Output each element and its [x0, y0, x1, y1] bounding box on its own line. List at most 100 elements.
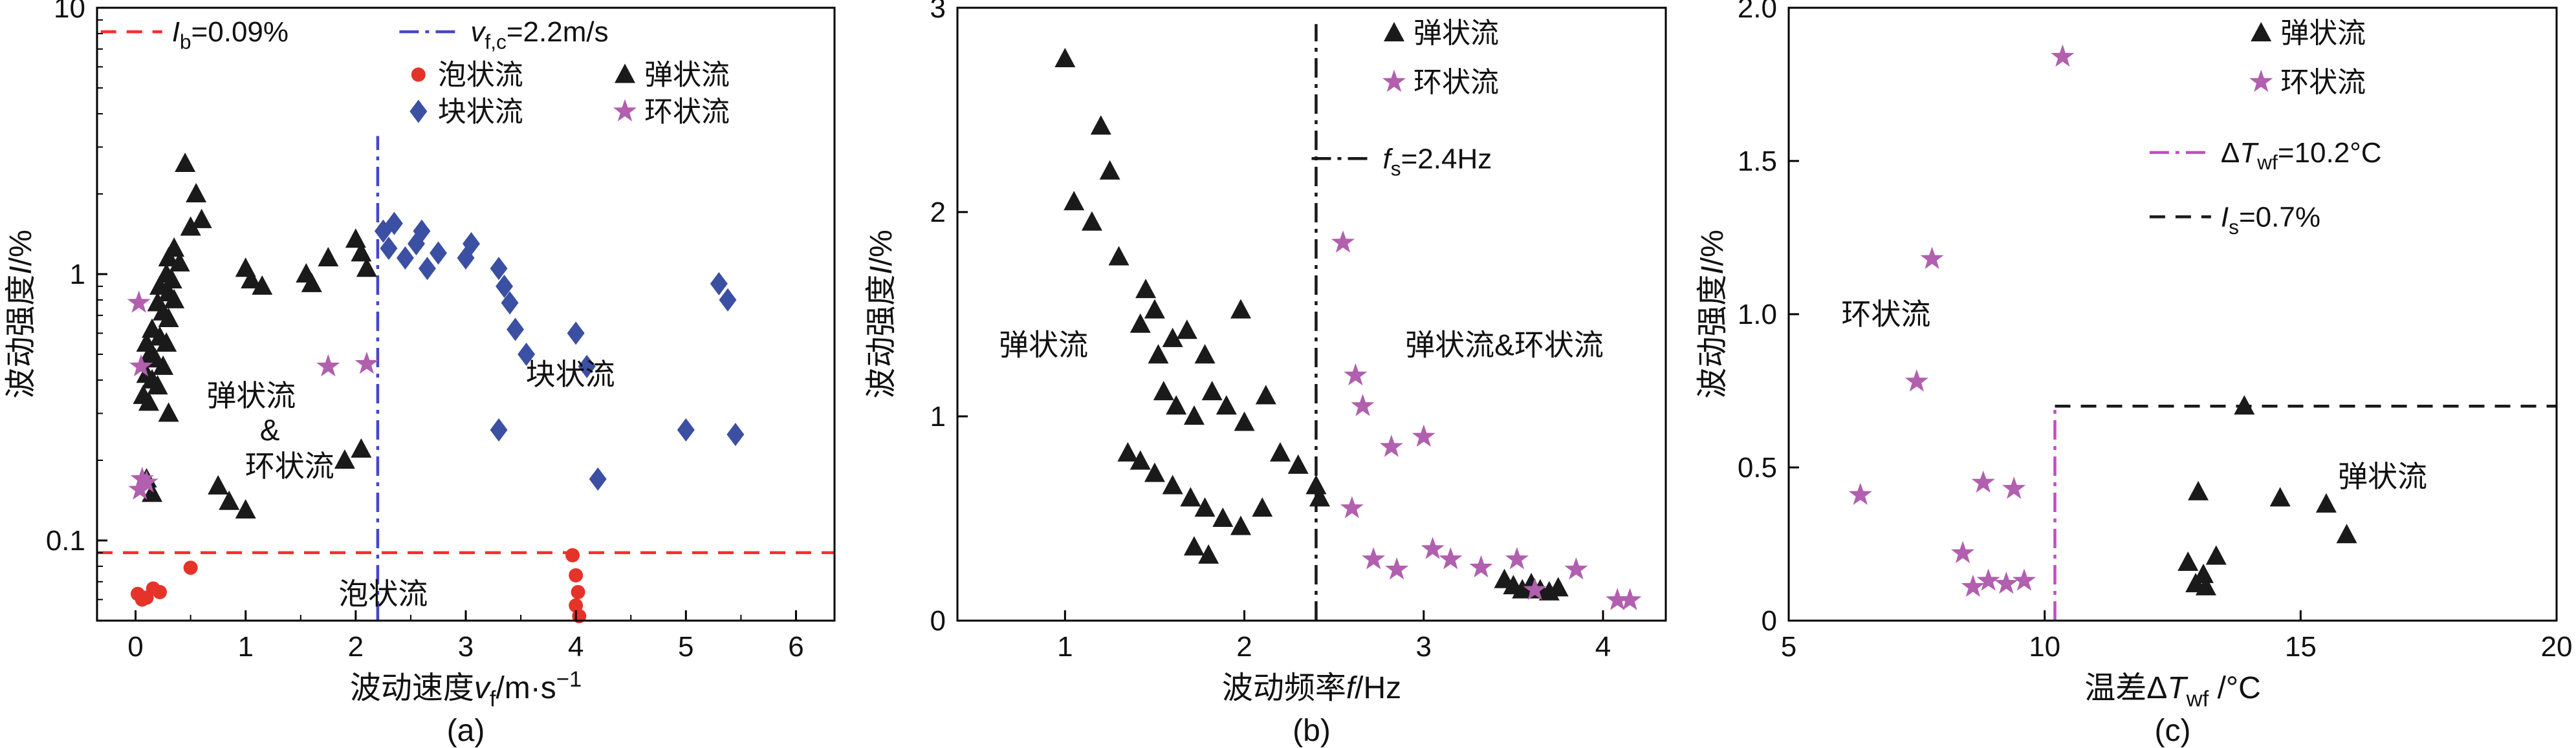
legend-fs: fs=2.4Hz [1311, 143, 1492, 180]
slug-flow-point [1090, 115, 1111, 135]
slug-flow-point [1130, 450, 1151, 470]
annular-flow-point [2002, 476, 2026, 499]
svg-text:Ib=0.09%: Ib=0.09% [172, 16, 289, 53]
churn-flow-point [567, 321, 585, 345]
churn-flow-point [501, 291, 519, 315]
svg-text:2: 2 [348, 631, 364, 663]
slug-flow-point [1183, 536, 1205, 556]
annular-flow-point [1412, 424, 1435, 447]
annular-flow-point [1905, 369, 1928, 392]
churn-flow-point [429, 241, 447, 265]
slug-flow-point [1212, 508, 1234, 527]
churn-flow-point [677, 418, 695, 442]
svg-text:10: 10 [2029, 631, 2060, 663]
bubbly-flow-point [569, 568, 584, 582]
annular-flow-point [316, 354, 340, 377]
slug-flow-point [2269, 487, 2291, 507]
svg-text:6: 6 [788, 631, 803, 663]
svg-text:15: 15 [2285, 631, 2317, 663]
svg-text:泡状流: 泡状流 [438, 59, 523, 91]
svg-text:1.0: 1.0 [1738, 299, 1777, 330]
slug-flow-point [1547, 577, 1569, 597]
slug-flow-point [1269, 442, 1291, 462]
slug-flow-point [1130, 313, 1151, 333]
svg-text:vf,c=2.2m/s: vf,c=2.2m/s [470, 16, 608, 53]
subplot-caption: (a) [447, 714, 485, 748]
slug-flow-point [142, 482, 163, 502]
slug-flow-point [156, 332, 177, 352]
churn-flow-point [710, 272, 728, 295]
ref-lines [2053, 404, 2557, 621]
churn-flow-point [518, 343, 536, 367]
annular-flow-point [135, 470, 158, 493]
legend-dTwf: ΔTwf=10.2°C [2149, 137, 2382, 174]
annular-flow-point [1971, 470, 1995, 493]
slug-flow-point [1144, 462, 1165, 482]
svg-text:0.1: 0.1 [46, 525, 85, 557]
annotation: 弹状流 [999, 328, 1088, 361]
slug-flow-point [235, 499, 256, 519]
slug-flow-point [2178, 551, 2199, 571]
annular-flow-point [1994, 572, 2018, 594]
legend-slug: 弹状流 [1384, 17, 1499, 49]
series-annular-flow [1331, 230, 1642, 610]
legend-ib: Ib=0.09% [100, 16, 289, 53]
annular-flow-point [130, 467, 154, 489]
slug-flow-point [1230, 299, 1251, 319]
axis-ticks [97, 6, 797, 621]
annular-flow-point [1439, 547, 1463, 570]
svg-text:1: 1 [237, 631, 253, 663]
legend-annular: 环状流 [2249, 67, 2366, 98]
x-axis-label: 波动频率f/Hz [1222, 671, 1401, 705]
slug-flow-point [1144, 299, 1165, 319]
svg-text:3: 3 [1416, 631, 1432, 663]
series-slug-flow [2178, 395, 2357, 595]
annular-flow-point [2051, 44, 2075, 67]
legend-bubbly: 泡状流 [411, 59, 523, 91]
svg-text:环状流: 环状流 [2280, 67, 2366, 98]
slug-flow-point [147, 375, 168, 395]
annular-flow-point [2012, 568, 2036, 591]
svg-text:弹状流: 弹状流 [644, 59, 730, 91]
chart-b: 1 2 3 4 0 1 2 3 波动频率f/Hz 波动强度I/% 弹状流 弹状流&环状流 弹状流 环状流 f… [860, 0, 1692, 748]
axis-ticks [1787, 6, 2558, 622]
series-bubbly-flow [130, 548, 587, 623]
svg-text:环状流: 环状流 [644, 96, 730, 127]
slug-flow-point [1108, 246, 1130, 266]
tick-labels: 0 1 2 3 4 5 6 0.1 1 10 [46, 0, 804, 663]
legend-annular: 环状流 [613, 96, 730, 127]
slug-flow-point [1512, 579, 1533, 599]
slug-flow-point [241, 269, 262, 289]
slug-flow-point [1305, 475, 1327, 495]
slug-flow-point [1216, 395, 1237, 415]
slug-flow-point [356, 257, 377, 277]
churn-flow-point [719, 288, 737, 312]
annular-flow-point [1606, 588, 1630, 610]
slug-flow-point [318, 246, 339, 266]
svg-text:20: 20 [2541, 631, 2573, 663]
annular-flow-point [1523, 577, 1547, 600]
axis-ticks [957, 6, 1604, 622]
slug-flow-point [1117, 442, 1139, 462]
svg-text:5: 5 [1781, 631, 1796, 663]
slug-flow-point [1176, 319, 1197, 339]
x-axis-label: 波动速度vf/m·s−1 [350, 667, 582, 712]
annotation: 泡状流 [338, 577, 428, 611]
svg-text:0.5: 0.5 [1738, 452, 1777, 484]
slug-flow-point [1287, 454, 1309, 474]
legend-Is: Is=0.7% [2149, 201, 2320, 239]
annotations: 弹状流 弹状流&环状流 [999, 328, 1604, 361]
slug-flow-point [1183, 405, 1205, 425]
series-annular-flow [1848, 44, 2075, 597]
annular-flow-point [1362, 547, 1386, 570]
series-slug-flow [1054, 48, 1569, 601]
slug-flow-point [2205, 545, 2227, 565]
svg-text:Is=0.7%: Is=0.7% [2221, 201, 2320, 238]
svg-text:4: 4 [1595, 631, 1611, 663]
slug-flow-point [2234, 395, 2255, 415]
svg-text:1: 1 [930, 401, 946, 433]
annotation: 块状流 [526, 358, 615, 391]
